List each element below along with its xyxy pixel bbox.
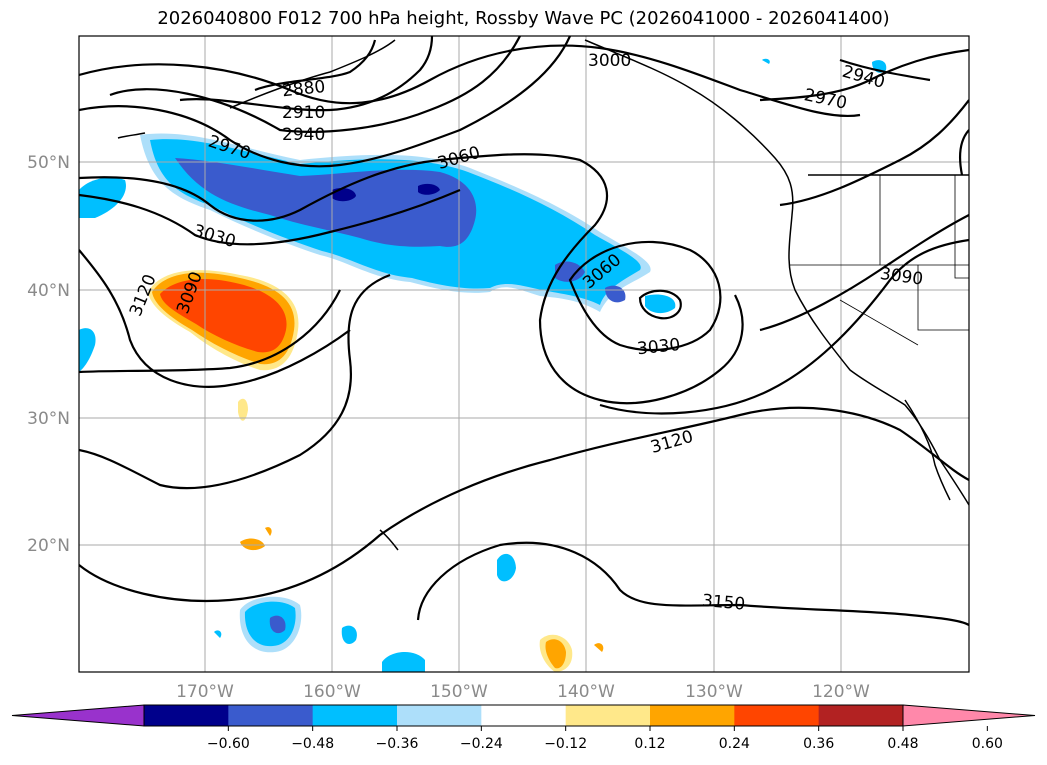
colorbar-swatch <box>818 705 904 726</box>
contour-label: 3000 <box>588 51 631 71</box>
negative-anomaly-blob-s3 <box>382 651 425 672</box>
colorbar-swatch <box>734 705 820 726</box>
colorbar-extend-high <box>902 704 1036 727</box>
contour-3000-low <box>638 289 682 320</box>
negative-anomaly-blob-s1c <box>269 615 286 634</box>
lat-lon-grid <box>79 36 969 672</box>
lat-label: 20°N <box>27 536 70 556</box>
anomaly-shading <box>79 58 887 672</box>
positive-anomaly-small-4b <box>545 639 566 669</box>
lat-label: 30°N <box>27 409 70 429</box>
negative-anomaly-blue-2 <box>555 261 585 282</box>
lon-label: 170°W <box>176 682 234 702</box>
contour-3030-far-east <box>958 129 969 176</box>
contour-2970-east <box>759 48 969 102</box>
contour-label: 2940 <box>282 125 325 145</box>
colorbar-tick-label: −0.48 <box>291 736 334 752</box>
contour-2880 <box>254 39 377 92</box>
contour-3060-east <box>759 214 969 332</box>
colorbar-tick-label: 0.24 <box>719 736 750 752</box>
positive-anomaly-small-5 <box>594 643 604 652</box>
contour-2970 <box>79 36 572 168</box>
positive-anomaly-small-2 <box>240 538 265 551</box>
coastlines <box>117 39 969 551</box>
contour-2910 <box>179 36 434 112</box>
contour-label: 3030 <box>191 221 238 252</box>
contour-3090-west <box>79 249 351 388</box>
colorbar-swatch <box>228 705 314 726</box>
contour-label: 3120 <box>648 427 695 458</box>
lon-label: 130°W <box>685 682 743 702</box>
colorbar-swatch <box>312 705 398 726</box>
negative-anomaly-blob-ne3 <box>762 58 770 64</box>
colorbar-tick-label: 0.12 <box>634 736 665 752</box>
negative-anomaly-blob-s4 <box>497 553 516 582</box>
contour-2940 <box>109 36 521 133</box>
contour-3030-low <box>568 240 722 352</box>
lat-labels: 50°N 40°N 30°N 20°N <box>27 153 70 556</box>
lon-label: 150°W <box>430 682 488 702</box>
colorbar-tick-label: −0.24 <box>460 736 503 752</box>
contour-3030-upper <box>79 188 461 246</box>
colorbar: −0.60 −0.48 −0.36 −0.24 −0.12 0.12 0.24 0.36 0.4… <box>11 704 1036 752</box>
contour-label: 2880 <box>281 77 326 101</box>
colorbar-swatch <box>481 705 567 726</box>
contour-3090-east <box>599 238 969 415</box>
contour-3000 <box>79 44 861 118</box>
contour-3000-east <box>779 99 969 207</box>
contour-3120 <box>79 273 391 490</box>
negative-anomaly-blue-3 <box>605 285 626 303</box>
negative-anomaly-blob-s2 <box>341 625 357 644</box>
height-contours <box>79 36 969 626</box>
lat-label: 50°N <box>27 153 70 173</box>
lon-label: 140°W <box>557 682 615 702</box>
negative-anomaly-blob-ne <box>645 294 676 314</box>
positive-anomaly-small-1 <box>238 398 248 421</box>
contour-2940-east <box>839 58 931 82</box>
colorbar-tick-label: 0.36 <box>803 736 834 752</box>
negative-anomaly-core-2 <box>418 183 440 195</box>
colorbar-swatch <box>650 705 735 726</box>
positive-anomaly-small-3 <box>265 527 272 536</box>
colorbar-extend-low <box>11 704 145 727</box>
colorbar-frame <box>143 704 904 727</box>
negative-anomaly-blob-s5 <box>214 630 222 638</box>
contour-label: 2910 <box>282 103 325 123</box>
contour-3060-upper <box>79 153 744 405</box>
contour-label: 3150 <box>701 591 746 615</box>
lat-label: 40°N <box>27 281 70 301</box>
map-frame <box>78 35 970 673</box>
positive-anomaly-red <box>160 278 287 353</box>
state-boundaries <box>790 175 969 346</box>
colorbar-tick-label: 0.48 <box>887 736 918 752</box>
colorbar-tick-label: −0.12 <box>544 736 587 752</box>
colorbar-tick-label: −0.36 <box>376 736 419 752</box>
lon-label: 120°W <box>812 682 870 702</box>
negative-anomaly-blue <box>175 158 477 247</box>
contour-3120-main <box>79 406 969 603</box>
contour-3090-main <box>79 289 341 374</box>
lon-label: 160°W <box>303 682 361 702</box>
colorbar-swatch <box>565 705 651 726</box>
colorbar-tick-label: −0.60 <box>207 736 250 752</box>
map-title: 2026040800 F012 700 hPa height, Rossby W… <box>157 8 890 29</box>
contour-3150 <box>416 541 969 626</box>
colorbar-swatch <box>397 705 482 726</box>
contour-label: 3030 <box>636 335 681 359</box>
colorbar-swatch <box>144 705 229 726</box>
negative-anomaly-west-2 <box>79 328 96 372</box>
colorbar-tick-label: 0.60 <box>972 736 1003 752</box>
lon-labels: 170°W 160°W 150°W 140°W 130°W 120°W <box>176 682 870 702</box>
